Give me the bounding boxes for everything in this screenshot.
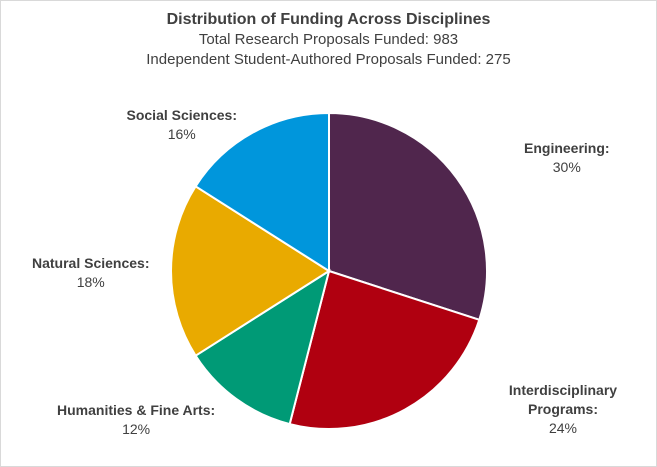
chart-title: Distribution of Funding Across Disciplin… [166, 11, 491, 28]
chart-subtitle-student: Independent Student-Authored Proposals F… [146, 51, 511, 68]
label-natural-sciences: Natural Sciences: 18% [32, 254, 150, 292]
label-natural-sciences-value: 18% [76, 274, 105, 290]
label-humanities: Humanities & Fine Arts: 12% [57, 401, 215, 439]
label-humanities-value: 12% [122, 421, 151, 437]
pie-slice-engineering [328, 111, 488, 322]
pie-slice-natural-sciences [170, 184, 331, 358]
chart-subtitle-total: Total Research Proposals Funded: 983 [198, 31, 459, 48]
label-engineering: Engineering: 30% [524, 139, 610, 177]
label-humanities-name: Humanities & Fine Arts: [57, 402, 216, 418]
chart-titles: Distribution of Funding Across Disciplin… [1, 10, 656, 70]
label-engineering-name: Engineering: [524, 140, 610, 156]
label-social-sciences-name: Social Sciences: [126, 107, 238, 123]
pie-slice-humanities-fine-arts [194, 268, 331, 426]
label-social-sciences-value: 16% [167, 126, 196, 142]
label-interdisciplinary-name: Interdisciplinary Programs: [508, 382, 618, 417]
label-interdisciplinary-value: 24% [548, 420, 578, 436]
pie-slice-interdisciplinary-programs [288, 269, 481, 430]
label-social-sciences: Social Sciences: 16% [127, 106, 238, 144]
pie-slice-social-sciences [194, 111, 330, 273]
label-engineering-value: 30% [552, 159, 581, 175]
label-interdisciplinary: Interdisciplinary Programs: 24% [498, 381, 628, 438]
label-natural-sciences-name: Natural Sciences: [32, 255, 150, 271]
